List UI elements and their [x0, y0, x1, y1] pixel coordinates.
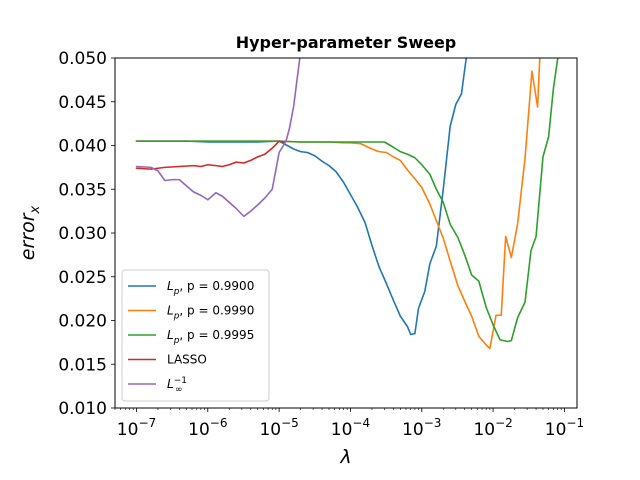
x-tick-label: 10−6: [188, 416, 227, 440]
y-tick-label: 0.015: [58, 355, 107, 375]
legend-label-5: L−1 ∞: [167, 376, 187, 395]
legend-label-2: Lp, p = 0.9990: [167, 304, 254, 322]
x-tick-label: 10−4: [331, 416, 370, 440]
y-tick-label: 0.020: [58, 312, 107, 332]
series-line-5: [135, 58, 301, 218]
x-axis-ticks: 10−7 10−6 10−5 10−4 10−3 10−2 10−1: [114, 408, 584, 440]
y-tick-label: 0.025: [58, 268, 107, 288]
legend-label-1: Lp, p = 0.9900: [167, 279, 254, 297]
series-layer: [135, 58, 559, 350]
y-axis-label-subscript: x: [28, 205, 43, 214]
x-tick-label: 10−3: [402, 416, 441, 440]
y-axis-ticks: 0.010 0.015 0.020 0.025 0.030 0.035 0.040 0.045…: [58, 49, 115, 419]
y-tick-label: 0.040: [58, 137, 107, 157]
y-tick-label: 0.035: [58, 180, 107, 200]
series-line-4: [135, 140, 286, 170]
legend-box: [121, 269, 270, 402]
x-tick-label: 10−7: [117, 416, 156, 440]
legend: Lp, p = 0.9900 Lp, p = 0.9990 Lp, p = 0.99…: [121, 269, 270, 402]
y-axis-label-base: error: [17, 212, 39, 260]
x-axis-label: λ: [339, 446, 351, 468]
y-tick-label: 0.045: [58, 93, 107, 113]
y-axis-label: errorx: [17, 205, 43, 260]
x-tick-label: 10−5: [259, 416, 298, 440]
legend-label-3: Lp, p = 0.9995: [167, 328, 254, 346]
chart-title: Hyper-parameter Sweep: [236, 33, 457, 52]
legend-label-4: LASSO: [167, 353, 207, 367]
y-tick-label: 0.050: [58, 49, 107, 69]
y-tick-label: 0.030: [58, 224, 107, 244]
y-tick-label: 0.010: [58, 399, 107, 419]
x-tick-label: 10−2: [473, 416, 512, 440]
x-tick-label: 10−1: [545, 416, 584, 440]
